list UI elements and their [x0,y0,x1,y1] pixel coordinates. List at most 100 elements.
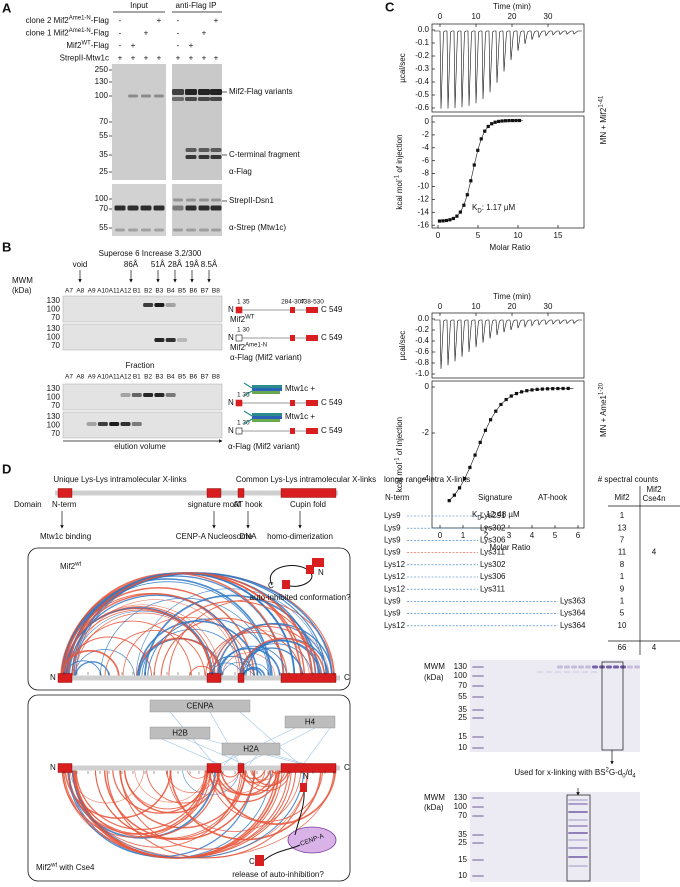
axis-title: Molar Ratio [490,243,531,252]
gel-band [472,709,484,711]
tick-label: 0 [438,531,443,540]
gel-band [568,865,588,867]
mtw1c-icon [252,416,282,419]
fraction-label: B2 [144,374,152,381]
size-marker: 8.5Å [201,260,218,269]
crosslink-arc [61,592,242,679]
tick-label: 0.0 [418,25,430,34]
histone-box [149,726,211,740]
gel-band [143,393,154,397]
count-cell: 1 [620,597,625,606]
gel-caption-part: G-d [609,768,622,777]
lane-sign: - [177,29,180,38]
construct-name-part: Ame1-N [245,342,267,348]
mw-label: 10 [458,871,467,880]
gel-band [185,155,197,159]
gel-band [472,806,484,808]
gel-band [210,205,222,211]
tick-label: -6 [422,156,430,165]
mwm-unit: (kDa) [424,673,444,682]
crosslink-arc [212,626,322,679]
fraction-label: B6 [189,288,197,295]
gel-band [198,148,210,152]
count-cell: 7 [620,536,625,545]
axis-title: Time (min) [493,2,531,11]
count-cell: 8 [620,560,625,569]
crosslink-arc [240,637,326,679]
lane-sign: - [119,16,122,25]
sec-gel [62,323,223,351]
tick-label: 10 [472,12,481,21]
crosslink-arc [71,767,212,835]
row-label-part: Ame1-N [69,28,91,34]
domain-box [306,428,318,434]
domain-box [282,580,290,589]
gel-band [568,825,588,827]
mwm-label: MWM [424,662,445,671]
construct-name-part: Mif2 [60,562,76,571]
axis-title: elution volume [114,442,166,451]
model-chain [269,565,313,587]
link-from: Lys9 [384,511,401,520]
mw-label: 55 [458,692,467,701]
mw-label: 35 [99,150,108,159]
tick-label: 0 [438,12,443,21]
crosslink-arc [122,616,252,679]
mw-label: 15 [458,855,467,864]
gel-band [472,842,484,844]
size-marker: 28Å [168,260,183,269]
domain-box [206,763,222,773]
crosslink-arc [144,594,320,679]
mw-label: 130 [47,412,61,421]
mw-label: 100 [454,671,468,680]
tick-label: 30 [544,12,553,21]
n-terminus: N [303,772,309,781]
crosslink-arc [61,767,209,838]
fraction-label: B3 [155,374,163,381]
domain-function: homo-dimerization [267,532,333,541]
construct-name: Mif2Ame1-N [230,342,267,352]
gel-band [536,671,544,673]
table-header: N-term [385,493,410,502]
lane-sign: + [189,41,194,50]
crosslink-arc [64,607,214,679]
mw-label: 25 [458,713,467,722]
gel-band [613,665,619,669]
tick-label: 20 [508,12,517,21]
count-cell: 10 [618,621,627,630]
lane-sign: + [144,29,149,38]
domain-box [237,763,245,773]
gel-band [177,338,187,342]
link-from: Lys9 [384,523,401,532]
crosslink-arc [221,652,276,679]
blot-annotation: α-Strep (Mtw1c) [229,223,286,232]
gel-band [198,97,210,101]
nucleosome [287,826,337,854]
fraction-label: A12 [120,374,132,381]
row-label-part: WT [81,40,91,46]
lane-sign: + [157,16,162,25]
lane-sign: + [214,54,219,63]
crosslink-arc [208,630,310,679]
lane-sign: - [119,29,122,38]
sec-gel [62,295,223,323]
crosslink-arc [63,767,297,859]
tick-label: -0.4 [415,336,429,345]
residue-label: 1 35 [237,299,250,306]
crosslink-arc [112,767,209,814]
gel-band [128,228,138,232]
panel-letter: A [2,0,12,15]
size-marker: void [73,260,88,269]
tick-label: -4 [422,474,430,483]
construct-name: Mif2wt [60,561,81,571]
count-cell: 13 [618,523,627,532]
blot [172,64,222,180]
row-label-part: clone 2 Mif2 [26,16,70,25]
row-label-part: -Flag [91,41,109,50]
table-header: AT-hook [538,493,568,502]
panel-letter: D [2,461,11,476]
itc-fit [448,388,574,501]
gel-band [86,422,97,426]
fraction-label: B3 [155,288,163,295]
mw-label: 25 [99,167,108,176]
